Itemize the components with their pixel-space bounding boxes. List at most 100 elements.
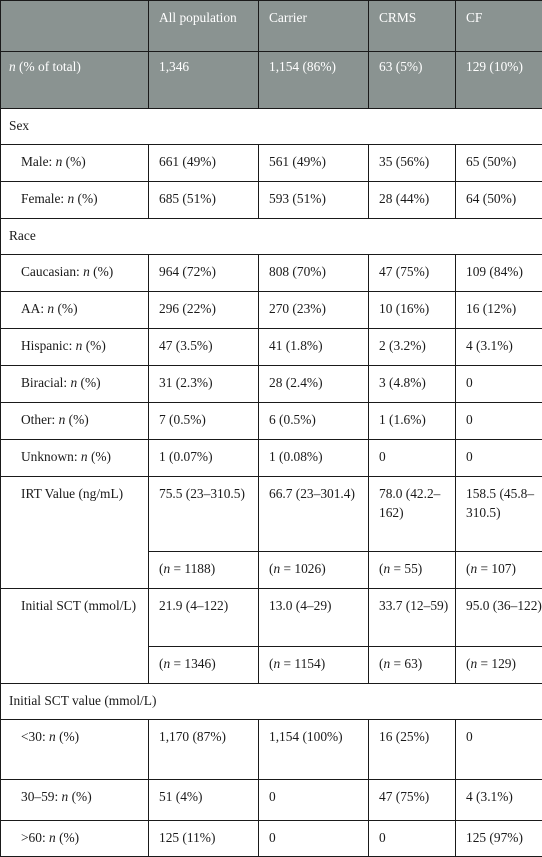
table-cell: 808 (70%) [259, 255, 369, 292]
table-row: Female: n (%) 685 (51%) 593 (51%) 28 (44… [1, 182, 542, 219]
table-cell: 64 (50%) [456, 182, 542, 219]
table-cell: 125 (97%) [456, 821, 542, 857]
table-row: Unknown: n (%) 1 (0.07%) 1 (0.08%) 0 0 [1, 440, 542, 477]
totals-row: n (% of total) 1,346 1,154 (86%) 63 (5%)… [1, 52, 542, 109]
table-cell: 0 [259, 780, 369, 821]
table-cell: 0 [456, 720, 542, 780]
table-cell: 47 (75%) [369, 255, 456, 292]
table-cell: 1,170 (87%) [149, 720, 259, 780]
row-label: <30: n (%) [1, 720, 149, 780]
row-label: Caucasian: n (%) [1, 255, 149, 292]
table-row: Biracial: n (%) 31 (2.3%) 28 (2.4%) 3 (4… [1, 366, 542, 403]
table-cell: 296 (22%) [149, 292, 259, 329]
table-cell: 16 (12%) [456, 292, 542, 329]
row-label: 30–59: n (%) [1, 780, 149, 821]
table-cell: 0 [456, 440, 542, 477]
table-row: AA: n (%) 296 (22%) 270 (23%) 10 (16%) 1… [1, 292, 542, 329]
table-cell: 964 (72%) [149, 255, 259, 292]
table-cell: 0 [369, 440, 456, 477]
table-cell: 4 (3.1%) [456, 780, 542, 821]
table-row: Other: n (%) 7 (0.5%) 6 (0.5%) 1 (1.6%) … [1, 403, 542, 440]
row-label: Initial SCT (mmol/L) [1, 589, 149, 684]
section-race: Race [1, 219, 542, 255]
table-cell: (n = 1188) [149, 552, 259, 589]
table-cell: (n = 129) [456, 647, 542, 684]
table-cell: 1,154 (86%) [259, 52, 369, 109]
col-carrier: Carrier [259, 1, 369, 52]
table-cell: (n = 1346) [149, 647, 259, 684]
table-row: IRT Value (ng/mL) 75.5 (23–310.5) 66.7 (… [1, 477, 542, 552]
table-row: <30: n (%) 1,170 (87%) 1,154 (100%) 16 (… [1, 720, 542, 780]
table-cell: 95.0 (36–122) [456, 589, 542, 647]
table-cell: 13.0 (4–29) [259, 589, 369, 647]
row-label: Other: n (%) [1, 403, 149, 440]
table-row: 30–59: n (%) 51 (4%) 0 47 (75%) 4 (3.1%) [1, 780, 542, 821]
table-cell: 0 [456, 403, 542, 440]
table-row: Male: n (%) 661 (49%) 561 (49%) 35 (56%)… [1, 145, 542, 182]
table-cell: 1 (0.07%) [149, 440, 259, 477]
header-row: All population Carrier CRMS CF [1, 1, 542, 52]
table-cell: (n = 55) [369, 552, 456, 589]
row-label: Unknown: n (%) [1, 440, 149, 477]
section-heading: Sex [1, 109, 542, 145]
table-cell: 51 (4%) [149, 780, 259, 821]
table-cell: 66.7 (23–301.4) [259, 477, 369, 552]
row-label: AA: n (%) [1, 292, 149, 329]
table-row: Initial SCT (mmol/L) 21.9 (4–122) 13.0 (… [1, 589, 542, 647]
section-heading: Race [1, 219, 542, 255]
section-sct-value: Initial SCT value (mmol/L) [1, 684, 542, 720]
table-cell: 47 (75%) [369, 780, 456, 821]
table-cell: 0 [369, 821, 456, 857]
table-cell: 685 (51%) [149, 182, 259, 219]
table-cell: 561 (49%) [259, 145, 369, 182]
table-cell: (n = 63) [369, 647, 456, 684]
section-sex: Sex [1, 109, 542, 145]
header-corner [1, 1, 149, 52]
table-cell: 33.7 (12–59) [369, 589, 456, 647]
table-cell: 10 (16%) [369, 292, 456, 329]
table-cell: 21.9 (4–122) [149, 589, 259, 647]
table-cell: 35 (56%) [369, 145, 456, 182]
row-label: >60: n (%) [1, 821, 149, 857]
col-all-population: All population [149, 1, 259, 52]
table-cell: 3 (4.8%) [369, 366, 456, 403]
row-label: Male: n (%) [1, 145, 149, 182]
table-cell: 1 (0.08%) [259, 440, 369, 477]
table-cell: 16 (25%) [369, 720, 456, 780]
table-cell: 1 (1.6%) [369, 403, 456, 440]
table-row: Hispanic: n (%) 47 (3.5%) 41 (1.8%) 2 (3… [1, 329, 542, 366]
table-cell: 0 [259, 821, 369, 857]
table-cell: 129 (10%) [456, 52, 542, 109]
table-cell: 1,346 [149, 52, 259, 109]
table-cell: 28 (2.4%) [259, 366, 369, 403]
table-cell: 4 (3.1%) [456, 329, 542, 366]
table-row: Caucasian: n (%) 964 (72%) 808 (70%) 47 … [1, 255, 542, 292]
table-cell: 78.0 (42.2–162) [369, 477, 456, 552]
table-cell: (n = 1026) [259, 552, 369, 589]
table-cell: 2 (3.2%) [369, 329, 456, 366]
table-cell: (n = 107) [456, 552, 542, 589]
totals-label: n (% of total) [1, 52, 149, 109]
table-cell: 158.5 (45.8–310.5) [456, 477, 542, 552]
table-cell: 7 (0.5%) [149, 403, 259, 440]
table-cell: 28 (44%) [369, 182, 456, 219]
table-row: >60: n (%) 125 (11%) 0 0 125 (97%) [1, 821, 542, 857]
table-cell: 63 (5%) [369, 52, 456, 109]
table-cell: 125 (11%) [149, 821, 259, 857]
table-cell: 0 [456, 366, 542, 403]
table-cell: 41 (1.8%) [259, 329, 369, 366]
table-cell: 65 (50%) [456, 145, 542, 182]
table-cell: 75.5 (23–310.5) [149, 477, 259, 552]
col-cf: CF [456, 1, 542, 52]
row-label: Biracial: n (%) [1, 366, 149, 403]
row-label: Hispanic: n (%) [1, 329, 149, 366]
table-cell: 1,154 (100%) [259, 720, 369, 780]
table-cell: 47 (3.5%) [149, 329, 259, 366]
col-crms: CRMS [369, 1, 456, 52]
table-cell: (n = 1154) [259, 647, 369, 684]
row-label: IRT Value (ng/mL) [1, 477, 149, 589]
table-cell: 109 (84%) [456, 255, 542, 292]
table-cell: 6 (0.5%) [259, 403, 369, 440]
table-cell: 270 (23%) [259, 292, 369, 329]
